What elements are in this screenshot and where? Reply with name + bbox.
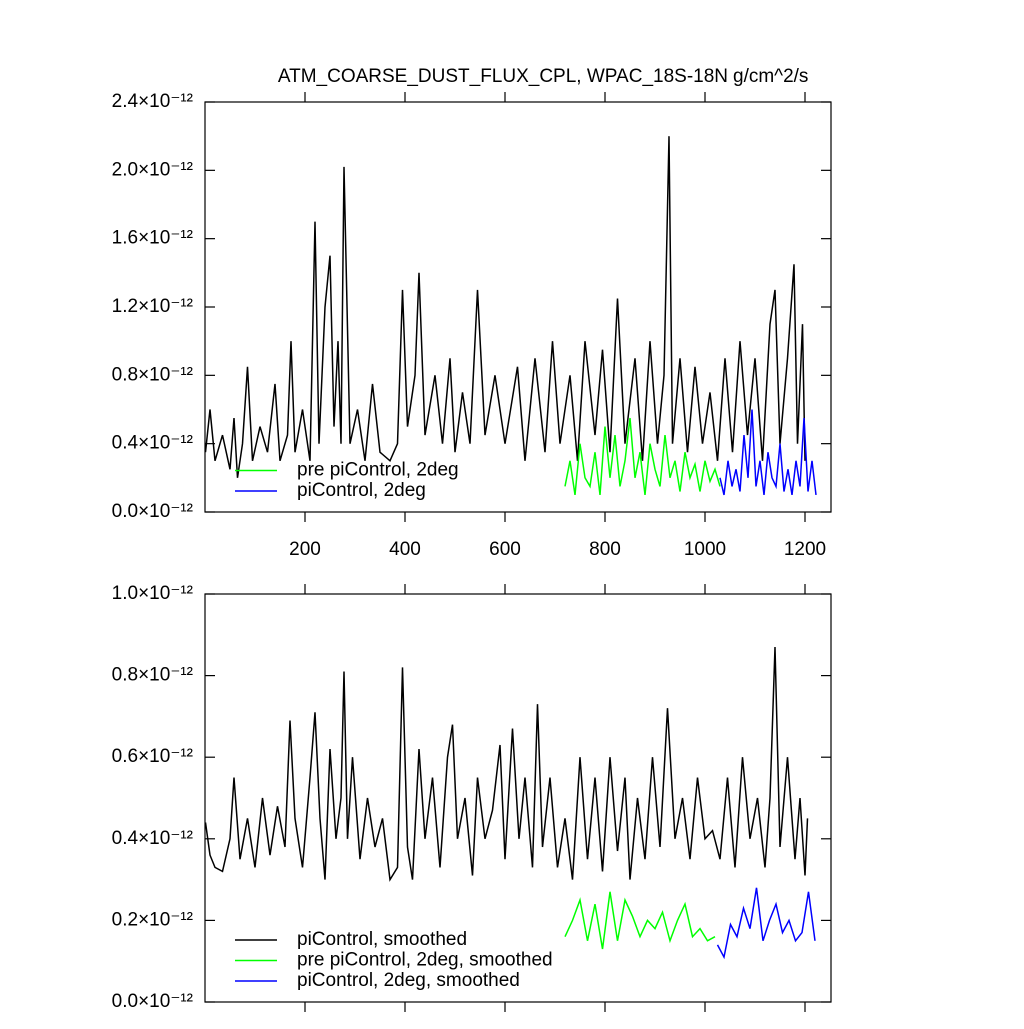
- legend-label: piControl, smoothed: [297, 929, 467, 950]
- y-tick-label: 0.8×10⁻¹²: [112, 364, 193, 385]
- plot-frame: [204, 101, 832, 513]
- plot-frame: [204, 593, 832, 1003]
- legend-label: pre piControl, 2deg: [297, 460, 459, 481]
- y-tick-label: 2.4×10⁻¹²: [112, 91, 193, 112]
- y-tick-label: 0.2×10⁻¹²: [112, 909, 193, 930]
- legend-label: pre piControl, 2deg, smoothed: [297, 950, 553, 971]
- x-tick-label: 800: [589, 539, 621, 560]
- data-line: [716, 887, 816, 960]
- y-tick-label: 1.2×10⁻¹²: [112, 296, 193, 317]
- y-tick-label: 0.0×10⁻¹²: [112, 991, 193, 1012]
- legend-label: piControl, 2deg, smoothed: [297, 970, 520, 991]
- chart-title: ATM_COARSE_DUST_FLUX_CPL, WPAC_18S-18N: [278, 66, 728, 87]
- data-line: [564, 891, 716, 950]
- y-tick-label: 0.8×10⁻¹²: [112, 665, 193, 686]
- data-line: [564, 417, 721, 496]
- x-tick-label: 400: [389, 539, 421, 560]
- y-tick-label: 2.0×10⁻¹²: [112, 159, 193, 180]
- data-line: [204, 136, 806, 478]
- y-tick-label: 0.4×10⁻¹²: [112, 433, 193, 454]
- y-tick-label: 0.0×10⁻¹²: [112, 501, 193, 522]
- x-tick-label: 1000: [684, 539, 726, 560]
- y-tick-label: 1.6×10⁻¹²: [112, 228, 193, 249]
- x-tick-label: 1200: [784, 539, 826, 560]
- data-line: [719, 409, 817, 496]
- legend-label: piControl, 2deg: [297, 480, 426, 501]
- x-tick-label: 600: [489, 539, 521, 560]
- y-tick-label: 0.4×10⁻¹²: [112, 828, 193, 849]
- x-tick-label: 200: [289, 539, 321, 560]
- units-label: g/cm^2/s: [733, 66, 808, 87]
- data-line: [204, 646, 809, 882]
- y-tick-label: 0.6×10⁻¹²: [112, 746, 193, 767]
- y-tick-label: 1.0×10⁻¹²: [112, 583, 193, 604]
